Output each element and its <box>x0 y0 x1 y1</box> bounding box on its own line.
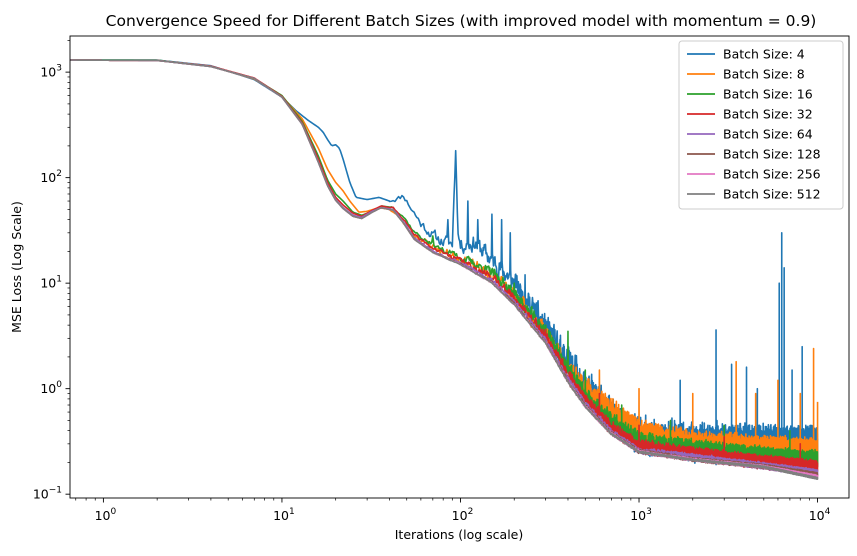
x-tick-label: 100 <box>95 507 117 523</box>
y-axis: 10−1 100 101 102 103 <box>33 40 70 502</box>
legend-box <box>678 40 844 210</box>
legend-label: Batch Size: 512 <box>723 187 821 202</box>
series-line-2 <box>70 59 819 473</box>
y-tick-label: 103 <box>40 64 62 80</box>
plot-frame <box>69 35 850 499</box>
plot-area <box>70 59 819 481</box>
legend-label: Batch Size: 64 <box>723 127 813 142</box>
legend-label: Batch Size: 256 <box>723 167 821 182</box>
y-tick-label: 102 <box>40 169 62 185</box>
y-tick-label: 101 <box>40 275 62 291</box>
legend-label: Batch Size: 32 <box>723 107 813 122</box>
y-tick-label: 10−1 <box>33 486 62 502</box>
y-axis-label: MSE Loss (Log Scale) <box>9 201 24 333</box>
x-axis-label: Iterations (log scale) <box>395 527 524 542</box>
x-tick-label: 102 <box>452 507 474 523</box>
y-tick-label: 100 <box>40 380 62 396</box>
legend-label: Batch Size: 128 <box>723 147 821 162</box>
x-tick-label: 104 <box>809 507 831 523</box>
x-tick-label: 101 <box>273 507 295 523</box>
legend-label: Batch Size: 4 <box>723 47 805 62</box>
legend-label: Batch Size: 16 <box>723 87 813 102</box>
legend: Batch Size: 4 Batch Size: 8 Batch Size: 16… <box>678 40 844 210</box>
series-line-7 <box>70 59 819 481</box>
chart-title: Convergence Speed for Different Batch Si… <box>106 12 817 30</box>
x-axis: 100 101 102 103 104 <box>75 498 831 523</box>
x-tick-label: 103 <box>630 507 652 523</box>
legend-label: Batch Size: 8 <box>723 67 805 82</box>
